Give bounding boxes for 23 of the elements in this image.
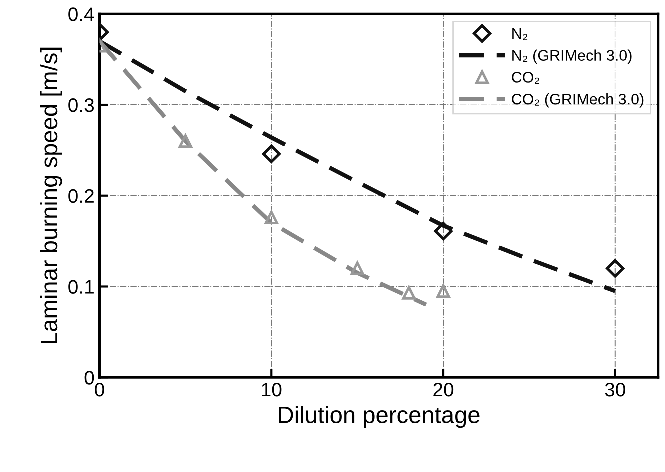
y-tick-label: 0 (84, 371, 94, 385)
x-tick-label: 0 (95, 382, 104, 397)
x-tick-label: 30 (605, 382, 626, 397)
legend-label: CO₂ (512, 72, 540, 84)
y-tick-label: 0.1 (68, 280, 94, 294)
y-axis-title: Laminar burning speed [m/s] (40, 48, 62, 344)
point (350, 262, 364, 276)
y-tick-label: 0.2 (68, 189, 94, 204)
legend-label: CO₂ (GRIMech 3.0) (512, 94, 644, 108)
point (264, 210, 278, 224)
point (436, 284, 450, 298)
legend-label: N₂ (GRIMech 3.0) (512, 50, 632, 64)
point (402, 286, 416, 300)
legend-label: N₂ (512, 28, 528, 40)
point (178, 134, 192, 148)
point (434, 222, 453, 241)
y-tick-label: 0.4 (68, 8, 94, 22)
point (262, 144, 281, 164)
x-axis-title: Dilution percentage (279, 406, 480, 428)
x-tick-label: 10 (262, 382, 282, 397)
point (606, 259, 625, 278)
y-tick-label: 0.3 (68, 98, 94, 112)
x-tick-label: 20 (434, 382, 454, 397)
